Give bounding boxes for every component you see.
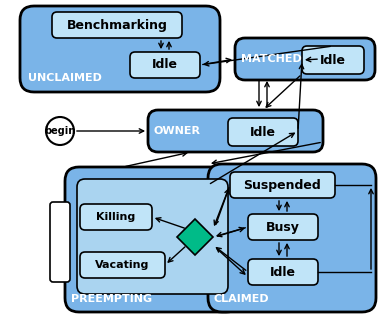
FancyBboxPatch shape: [80, 252, 165, 278]
FancyBboxPatch shape: [20, 6, 220, 92]
Text: begin: begin: [44, 126, 75, 136]
FancyBboxPatch shape: [208, 164, 376, 312]
FancyBboxPatch shape: [65, 167, 240, 312]
Text: PREEMPTING: PREEMPTING: [71, 294, 152, 304]
Circle shape: [46, 117, 74, 145]
Polygon shape: [177, 219, 213, 255]
FancyBboxPatch shape: [52, 12, 182, 38]
FancyBboxPatch shape: [230, 172, 335, 198]
Text: Idle: Idle: [152, 59, 178, 71]
FancyBboxPatch shape: [50, 202, 70, 282]
FancyBboxPatch shape: [148, 110, 323, 152]
Text: UNCLAIMED: UNCLAIMED: [28, 73, 102, 83]
Text: Benchmarking: Benchmarking: [67, 19, 167, 31]
FancyBboxPatch shape: [228, 118, 298, 146]
FancyBboxPatch shape: [130, 52, 200, 78]
Text: Idle: Idle: [320, 53, 346, 67]
Text: Busy: Busy: [266, 220, 300, 234]
FancyBboxPatch shape: [77, 179, 228, 294]
FancyBboxPatch shape: [248, 214, 318, 240]
FancyBboxPatch shape: [302, 46, 364, 74]
Text: CLAIMED: CLAIMED: [214, 294, 270, 304]
Text: Suspended: Suspended: [243, 179, 321, 191]
FancyBboxPatch shape: [248, 259, 318, 285]
Text: Killing: Killing: [96, 212, 136, 222]
Text: Idle: Idle: [250, 125, 276, 139]
Text: Vacating: Vacating: [95, 260, 149, 270]
Text: MATCHED: MATCHED: [241, 54, 302, 64]
Text: Idle: Idle: [270, 266, 296, 278]
FancyBboxPatch shape: [80, 204, 152, 230]
Text: OWNER: OWNER: [154, 126, 201, 136]
FancyBboxPatch shape: [235, 38, 375, 80]
